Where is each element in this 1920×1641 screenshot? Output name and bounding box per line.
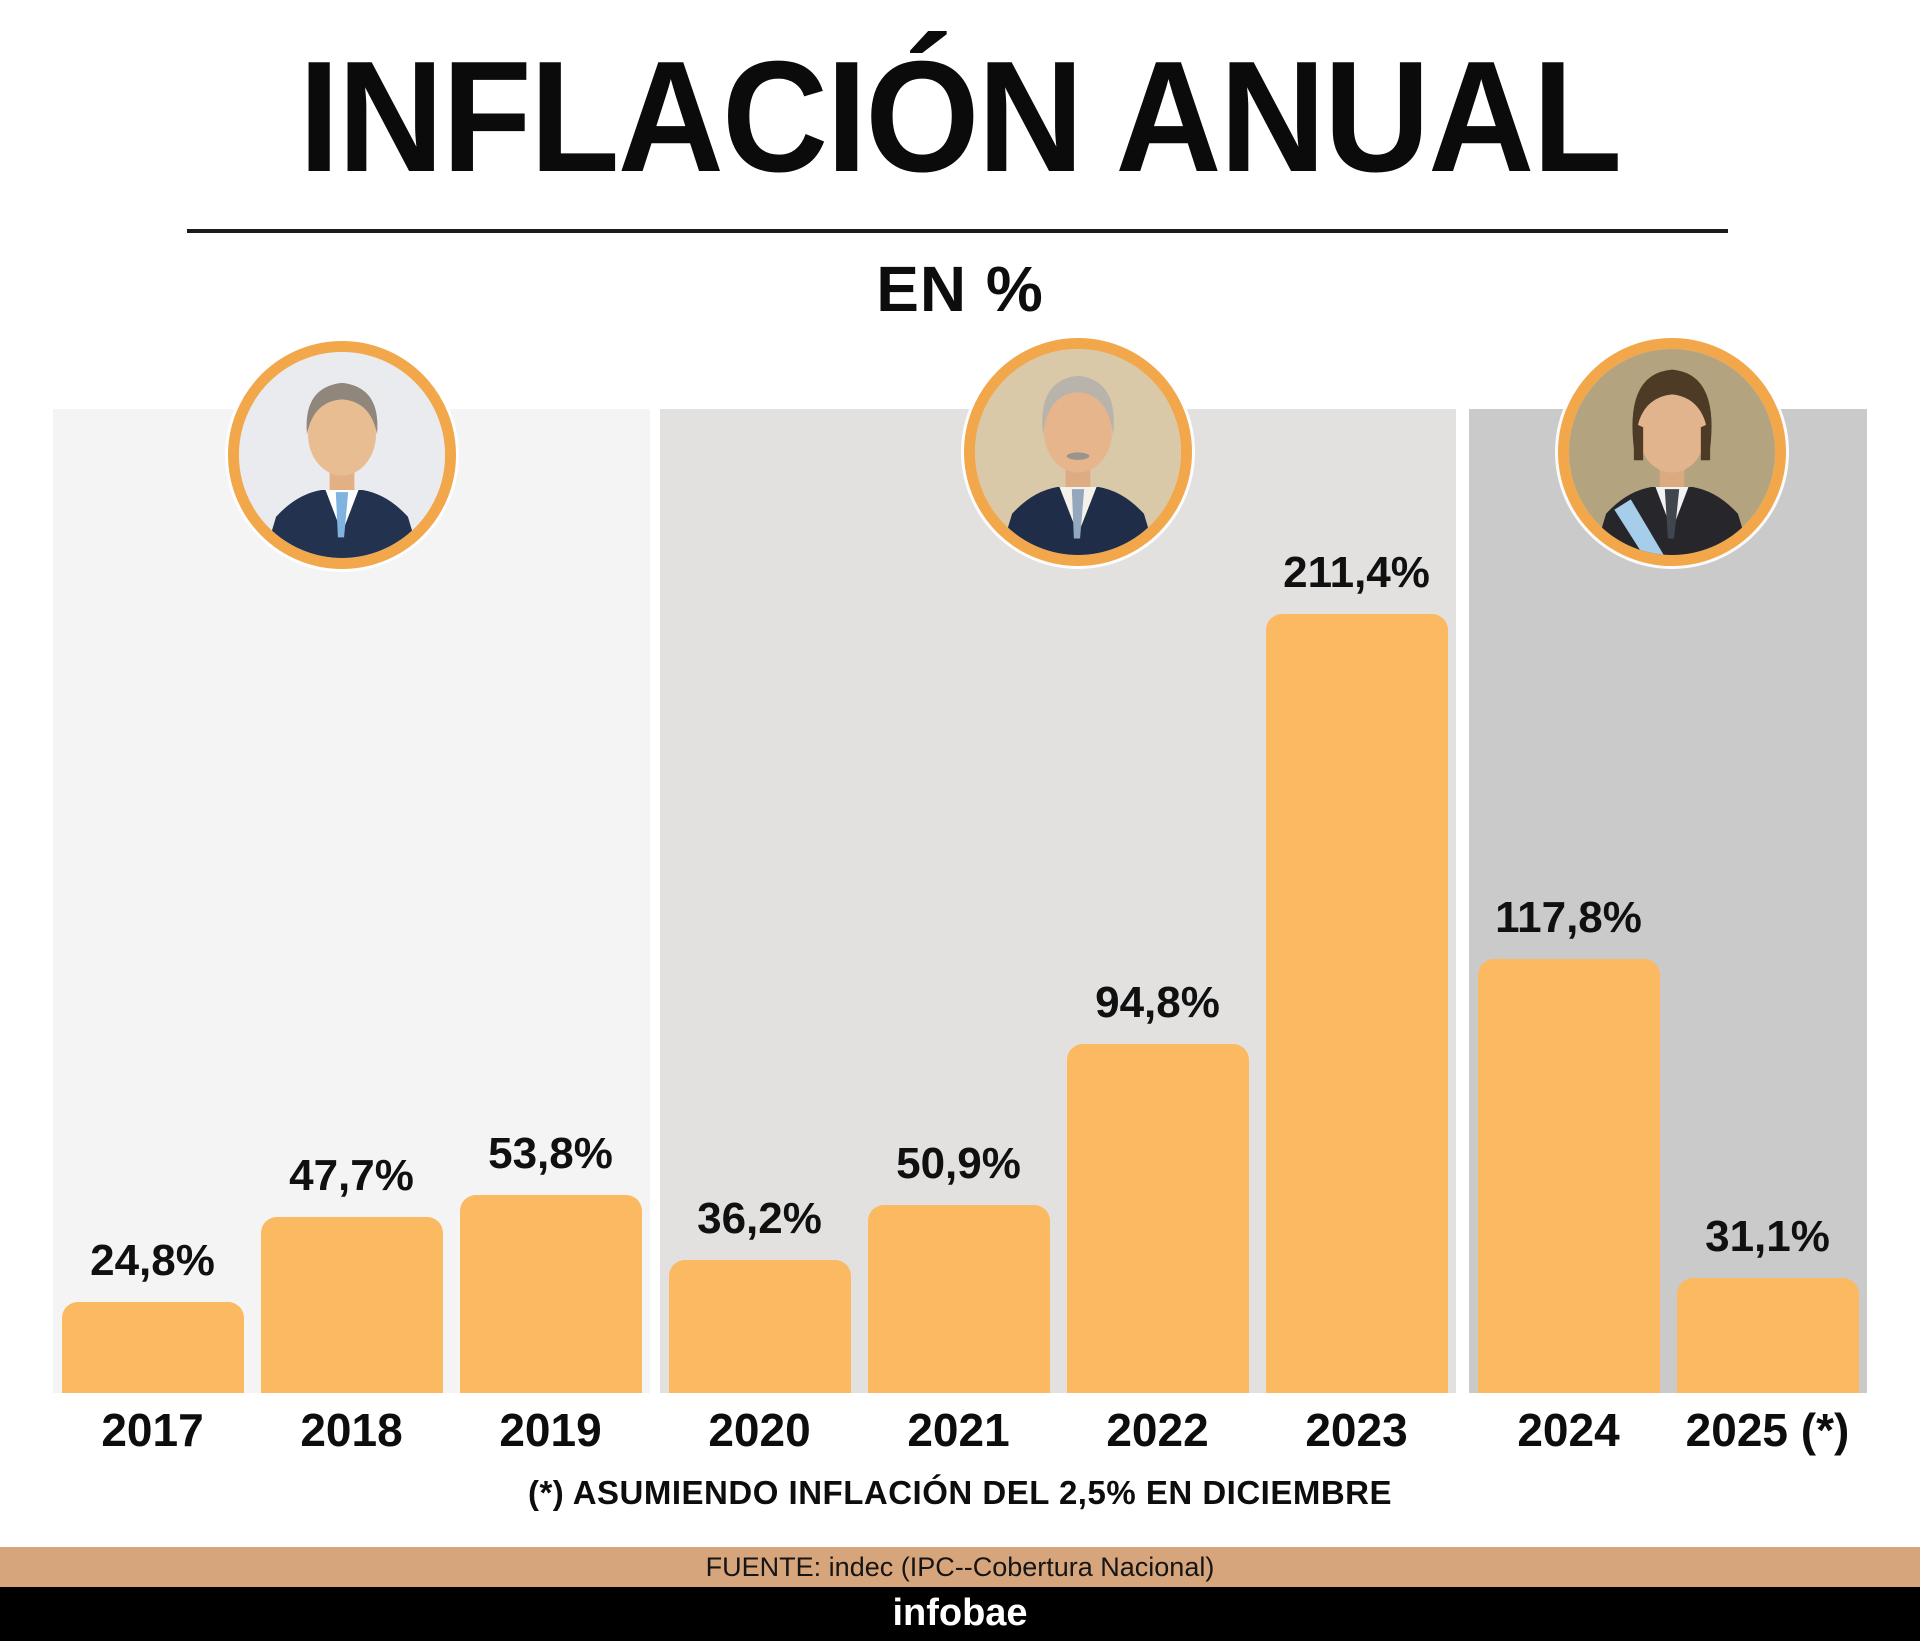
bar-2018 xyxy=(260,1217,443,1393)
axis-label-2024: 2024 xyxy=(1517,1404,1620,1456)
bar-2022 xyxy=(1066,1044,1249,1393)
page-subtitle: EN % xyxy=(876,253,1044,325)
page-title-wrap: INFLACIÓN ANUAL xyxy=(0,38,1920,196)
page-title: INFLACIÓN ANUAL xyxy=(299,29,1622,205)
axis-label-2017: 2017 xyxy=(101,1404,204,1456)
footnote: (*) ASUMIENDO INFLACIÓN DEL 2,5% EN DICI… xyxy=(527,1474,1393,1511)
value-label-2023: 211,4% xyxy=(1283,548,1430,597)
person-silhouette-icon xyxy=(239,352,445,558)
value-label-2021: 50,9% xyxy=(896,1139,1021,1188)
person-silhouette-icon xyxy=(975,349,1181,555)
bar-2020 xyxy=(668,1260,851,1393)
chart-area: 24,8% 47,7% 53,8% 36,2% 50,9% 94,8% 211,4% 117,… xyxy=(53,409,1868,1393)
value-label-2025 (*): 31,1% xyxy=(1705,1212,1830,1261)
axis-label-2018: 2018 xyxy=(300,1404,403,1456)
axis-label-2023: 2023 xyxy=(1305,1404,1408,1456)
milei-photo xyxy=(1558,338,1786,566)
value-label-2019: 53,8% xyxy=(488,1129,613,1178)
x-axis: 2017 2018 2019 2020 2021 2022 2023 2024 2025 (*) xyxy=(53,1402,1868,1458)
person-silhouette-icon xyxy=(1569,349,1775,555)
source-bar: FUENTE: indec (IPC--Cobertura Nacional) xyxy=(0,1547,1920,1587)
fernandez-photo xyxy=(964,338,1192,566)
bar-2021 xyxy=(867,1205,1050,1393)
value-label-2017: 24,8% xyxy=(90,1236,215,1285)
bar-2023 xyxy=(1265,614,1448,1393)
value-label-2022: 94,8% xyxy=(1095,978,1220,1027)
source-text: FUENTE: indec (IPC--Cobertura Nacional) xyxy=(705,1552,1215,1582)
axis-label-2025 (*): 2025 (*) xyxy=(1685,1404,1850,1456)
brand-logo: infobae xyxy=(892,1592,1028,1634)
axis-label-2019: 2019 xyxy=(499,1404,602,1456)
bar-2025 (*) xyxy=(1676,1278,1859,1393)
brand-bar: infobae xyxy=(0,1587,1920,1641)
title-divider xyxy=(187,229,1728,233)
value-label-2020: 36,2% xyxy=(697,1194,822,1243)
bar-2024 xyxy=(1477,959,1660,1393)
value-label-2024: 117,8% xyxy=(1495,893,1642,942)
bar-2019 xyxy=(459,1195,642,1393)
value-label-2018: 47,7% xyxy=(289,1151,414,1200)
bar-2017 xyxy=(61,1302,244,1393)
axis-label-2021: 2021 xyxy=(907,1404,1010,1456)
axis-label-2020: 2020 xyxy=(708,1404,811,1456)
macri-photo xyxy=(228,341,456,569)
axis-label-2022: 2022 xyxy=(1106,1404,1209,1456)
